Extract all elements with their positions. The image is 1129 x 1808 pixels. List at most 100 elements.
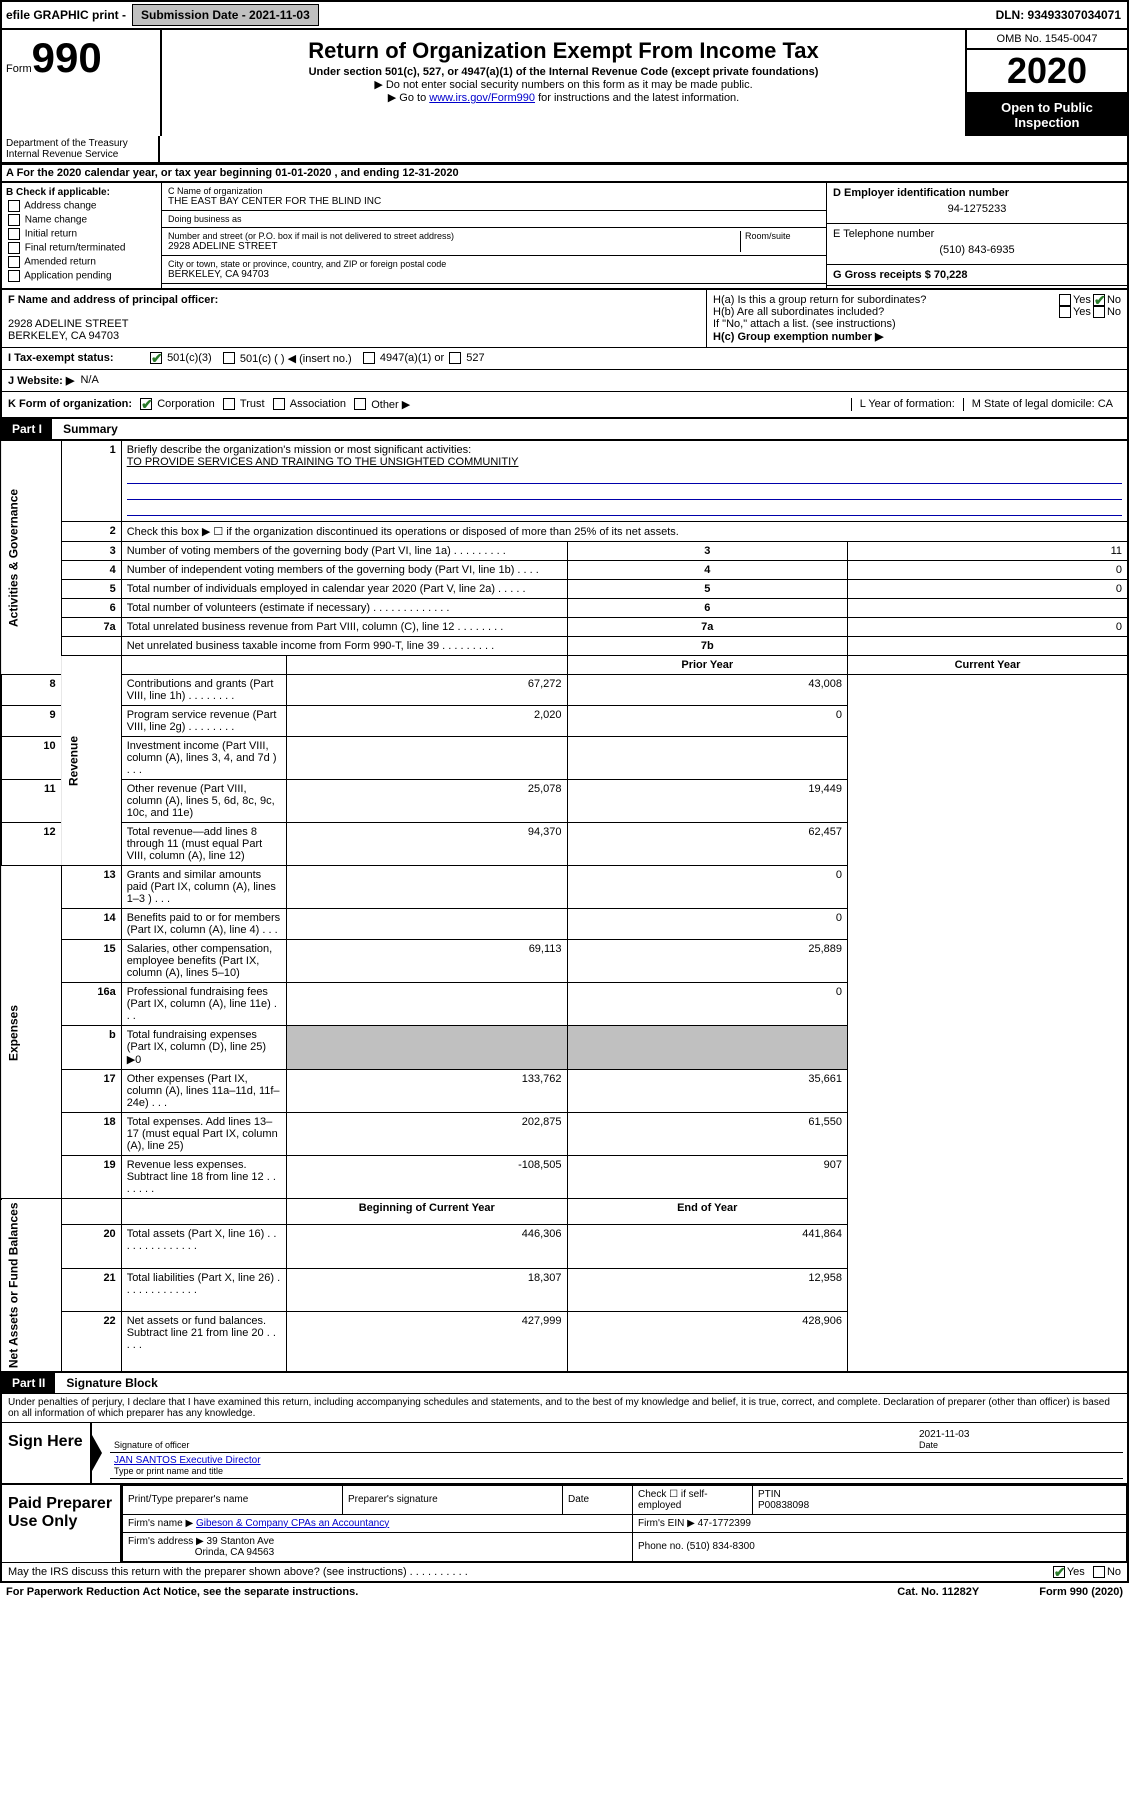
row-i-tax-status: I Tax-exempt status: 501(c)(3) 501(c) ( …	[0, 348, 1129, 370]
line-num: 11	[1, 780, 61, 823]
line-current: 19,449	[567, 780, 847, 823]
line-desc: Total fundraising expenses (Part IX, col…	[121, 1026, 286, 1070]
trust-checkbox[interactable]	[223, 398, 235, 410]
b-checkbox-item[interactable]: Name change	[6, 214, 157, 226]
sig-name: JAN SANTOS Executive Director	[114, 1455, 1119, 1466]
line-current: 43,008	[567, 675, 847, 706]
line-desc: Total unrelated business revenue from Pa…	[121, 618, 567, 637]
line-num: 17	[61, 1070, 121, 1113]
sig-officer-lbl: Signature of officer	[114, 1440, 919, 1450]
firm-ein-cell: Firm's EIN ▶ 47-1772399	[633, 1514, 1127, 1532]
line-current	[567, 737, 847, 780]
527-checkbox[interactable]	[449, 352, 461, 364]
paperwork-notice: For Paperwork Reduction Act Notice, see …	[6, 1586, 358, 1598]
ha-yes-checkbox[interactable]	[1059, 294, 1071, 306]
b-checkbox-item[interactable]: Address change	[6, 200, 157, 212]
line-num: 21	[61, 1268, 121, 1311]
irs-link[interactable]: www.irs.gov/Form990	[429, 92, 535, 104]
line-num: 14	[61, 909, 121, 940]
opt-corp: Corporation	[157, 398, 214, 411]
line-desc: Contributions and grants (Part VIII, lin…	[121, 675, 286, 706]
line-num: 13	[61, 866, 121, 909]
phone-cell: E Telephone number (510) 843-6935	[827, 224, 1127, 265]
col-hdr-current: Current Year	[847, 656, 1128, 675]
firm-name: Gibeson & Company CPAs an Accountancy	[196, 1518, 389, 1529]
submission-date-btn[interactable]: Submission Date - 2021-11-03	[132, 4, 319, 26]
hb-note: If "No," attach a list. (see instruction…	[713, 318, 1121, 330]
prep-date-lbl: Date	[563, 1485, 633, 1514]
form-number-box: Form990	[2, 30, 162, 136]
line-num: 5	[61, 580, 121, 599]
line-num: 16a	[61, 983, 121, 1026]
line-prior: 133,762	[287, 1070, 567, 1113]
hc-lbl: H(c) Group exemption number ▶	[713, 330, 1121, 343]
line-desc: Number of independent voting members of …	[121, 561, 567, 580]
line-val: 11	[847, 542, 1128, 561]
501c-checkbox[interactable]	[223, 352, 235, 364]
yes-lbl: Yes	[1073, 294, 1091, 306]
4947-checkbox[interactable]	[363, 352, 375, 364]
line-desc: Number of voting members of the governin…	[121, 542, 567, 561]
line-num: 3	[61, 542, 121, 561]
line-desc: Total number of volunteers (estimate if …	[121, 599, 567, 618]
footer-row: For Paperwork Reduction Act Notice, see …	[0, 1583, 1129, 1601]
ein-lbl: D Employer identification number	[833, 187, 1121, 199]
line-prior: 446,306	[287, 1225, 567, 1268]
line-prior: 2,020	[287, 706, 567, 737]
line-num: 20	[61, 1225, 121, 1268]
part1-title: Summary	[55, 419, 126, 439]
city: BERKELEY, CA 94703	[168, 269, 820, 280]
line-desc: Grants and similar amounts paid (Part IX…	[121, 866, 286, 909]
col-hdr-prior: Beginning of Current Year	[287, 1199, 567, 1225]
street-cell: Number and street (or P.O. box if mail i…	[162, 228, 826, 256]
b-checkbox-item[interactable]: Initial return	[6, 228, 157, 240]
b-checkbox-item[interactable]: Amended return	[6, 256, 157, 268]
discuss-yes-checkbox[interactable]	[1053, 1566, 1065, 1578]
hdr-blank	[121, 656, 286, 675]
ha-no-checkbox[interactable]	[1093, 294, 1105, 306]
line-prior: 202,875	[287, 1113, 567, 1156]
line-current: 441,864	[567, 1225, 847, 1268]
col-d-ein-phone: D Employer identification number 94-1275…	[827, 183, 1127, 288]
corp-checkbox[interactable]	[140, 398, 152, 410]
title-box: Return of Organization Exempt From Incom…	[162, 30, 967, 136]
line-prior: 427,999	[287, 1311, 567, 1372]
line-num: 6	[61, 599, 121, 618]
line-num: 15	[61, 940, 121, 983]
hdr-blank	[61, 1199, 121, 1225]
opt-trust: Trust	[240, 398, 265, 411]
part2-hdr: Part II	[2, 1373, 55, 1393]
phone-lbl: E Telephone number	[833, 228, 1121, 240]
j-val: N/A	[80, 374, 98, 387]
hb-yes-checkbox[interactable]	[1059, 306, 1071, 318]
ein: 94-1275233	[833, 199, 1121, 219]
summary-table: Activities & Governance 1 Briefly descri…	[0, 440, 1129, 1373]
no-lbl: No	[1107, 294, 1121, 306]
line-ref: 6	[567, 599, 847, 618]
discuss-no-checkbox[interactable]	[1093, 1566, 1105, 1578]
hb-no-checkbox[interactable]	[1093, 306, 1105, 318]
street-lbl: Number and street (or P.O. box if mail i…	[168, 231, 740, 241]
tax-year: 2020	[967, 50, 1127, 94]
f-addr2: BERKELEY, CA 94703	[8, 330, 700, 342]
org-name-cell: C Name of organization THE EAST BAY CENT…	[162, 183, 826, 211]
b-checkbox-item[interactable]: Application pending	[6, 270, 157, 282]
org-name-lbl: C Name of organization	[168, 186, 820, 196]
gross-lbl: G Gross receipts $ 70,228	[833, 269, 1121, 281]
501c3-checkbox[interactable]	[150, 352, 162, 364]
cat-no: Cat. No. 11282Y	[897, 1586, 979, 1598]
omb-number: OMB No. 1545-0047	[967, 30, 1127, 50]
dept-treasury: Department of the Treasury Internal Reve…	[0, 136, 160, 164]
line-desc: Total number of individuals employed in …	[121, 580, 567, 599]
line-prior: -108,505	[287, 1156, 567, 1199]
other-checkbox[interactable]	[354, 398, 366, 410]
sign-here-label: Sign Here	[2, 1423, 92, 1483]
line-current: 0	[567, 706, 847, 737]
assoc-checkbox[interactable]	[273, 398, 285, 410]
note-link: ▶ Go to www.irs.gov/Form990 for instruct…	[168, 91, 959, 104]
line-prior: 25,078	[287, 780, 567, 823]
line-num: b	[61, 1026, 121, 1070]
line-num: 18	[61, 1113, 121, 1156]
line-desc: Other revenue (Part VIII, column (A), li…	[121, 780, 286, 823]
b-checkbox-item[interactable]: Final return/terminated	[6, 242, 157, 254]
